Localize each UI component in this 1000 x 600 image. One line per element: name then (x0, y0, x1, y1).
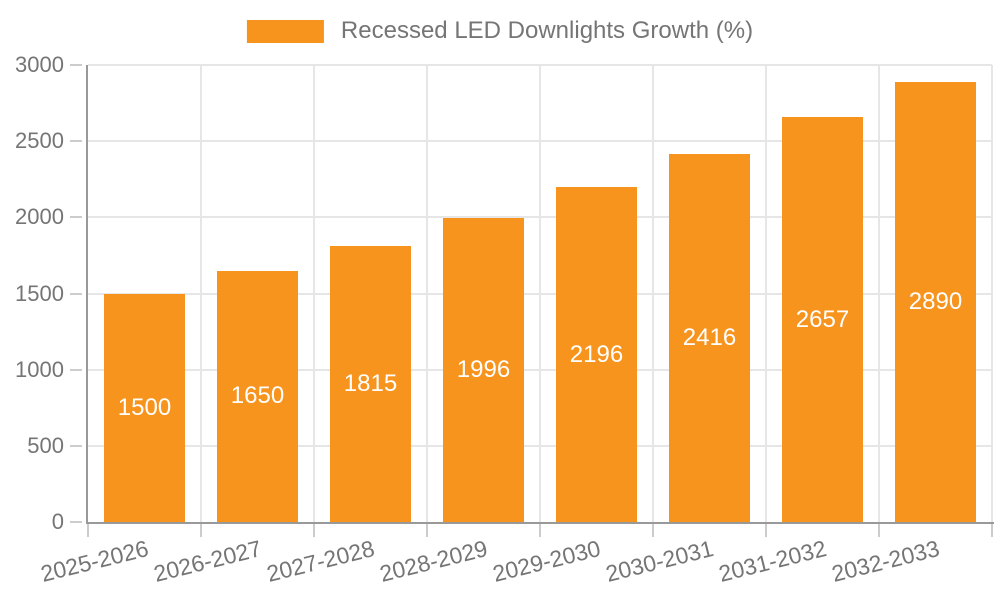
bar[interactable]: 2196 (556, 187, 637, 522)
bar-value-label: 1815 (343, 369, 398, 397)
bar-value-label: 2657 (795, 305, 850, 333)
x-axis-tick-label: 2025-2026 (37, 535, 151, 587)
legend[interactable]: Recessed LED Downlights Growth (%) (246, 17, 754, 45)
bar-value-label: 2196 (569, 340, 624, 368)
x-gridline (878, 65, 880, 522)
bar[interactable]: 2657 (782, 117, 863, 522)
x-axis-tick (87, 524, 89, 537)
bar-value-label: 1650 (230, 382, 285, 410)
y-axis-tick (70, 216, 82, 219)
y-axis-tick (70, 292, 82, 295)
legend-swatch-icon (246, 19, 324, 43)
y-axis-tick-label: 2500 (15, 128, 64, 154)
y-axis-tick (70, 64, 82, 66)
x-gridline (652, 65, 654, 522)
bar-value-label: 2416 (682, 323, 737, 351)
x-axis-tick-label: 2027-2028 (263, 535, 377, 587)
bar[interactable]: 2416 (669, 153, 750, 522)
x-gridline (991, 65, 993, 522)
x-axis-tick (991, 524, 993, 537)
y-axis-tick-label: 2000 (15, 204, 64, 230)
x-axis-tick-label: 2031-2032 (715, 535, 829, 587)
x-axis-tick (878, 524, 880, 537)
y-axis-tick-label: 0 (51, 509, 64, 534)
x-axis-tick-label: 2028-2029 (376, 535, 490, 587)
y-axis-tick-label: 3000 (15, 52, 64, 77)
bar[interactable]: 1996 (443, 217, 524, 522)
bar[interactable]: 1650 (217, 270, 298, 522)
x-axis-tick (200, 524, 202, 537)
x-axis-line (86, 522, 994, 524)
y-axis-tick-label: 1000 (15, 356, 64, 382)
x-axis-tick-label: 2026-2027 (150, 535, 264, 587)
x-axis-tick-label: 2030-2031 (602, 535, 716, 587)
y-axis-tick (70, 444, 82, 447)
y-axis-tick (70, 521, 82, 523)
y-axis-tick-label: 500 (27, 432, 64, 458)
bar-value-label: 1500 (117, 393, 172, 421)
x-axis-tick (426, 524, 428, 537)
x-axis-tick (539, 524, 541, 537)
x-gridline (426, 65, 428, 522)
bar[interactable]: 1815 (330, 245, 411, 522)
x-gridline (313, 65, 315, 522)
y-axis-tick (70, 368, 82, 371)
bar-value-label: 1996 (456, 355, 511, 383)
x-gridline (200, 65, 202, 522)
x-axis-tick-label: 2029-2030 (489, 535, 603, 587)
x-gridline (765, 65, 767, 522)
x-axis-tick-label: 2032-2033 (828, 535, 942, 587)
bar-value-label: 2890 (908, 287, 963, 315)
y-axis-tick-label: 1500 (15, 280, 64, 306)
legend-label: Recessed LED Downlights Growth (%) (340, 17, 754, 44)
y-axis-line (86, 65, 88, 522)
bar[interactable]: 1500 (104, 293, 185, 522)
x-axis-tick (765, 524, 767, 537)
x-axis-tick (313, 524, 315, 537)
x-axis-tick (652, 524, 654, 537)
x-gridline (539, 65, 541, 522)
bar[interactable]: 2890 (895, 81, 976, 522)
y-axis-tick (70, 140, 82, 143)
